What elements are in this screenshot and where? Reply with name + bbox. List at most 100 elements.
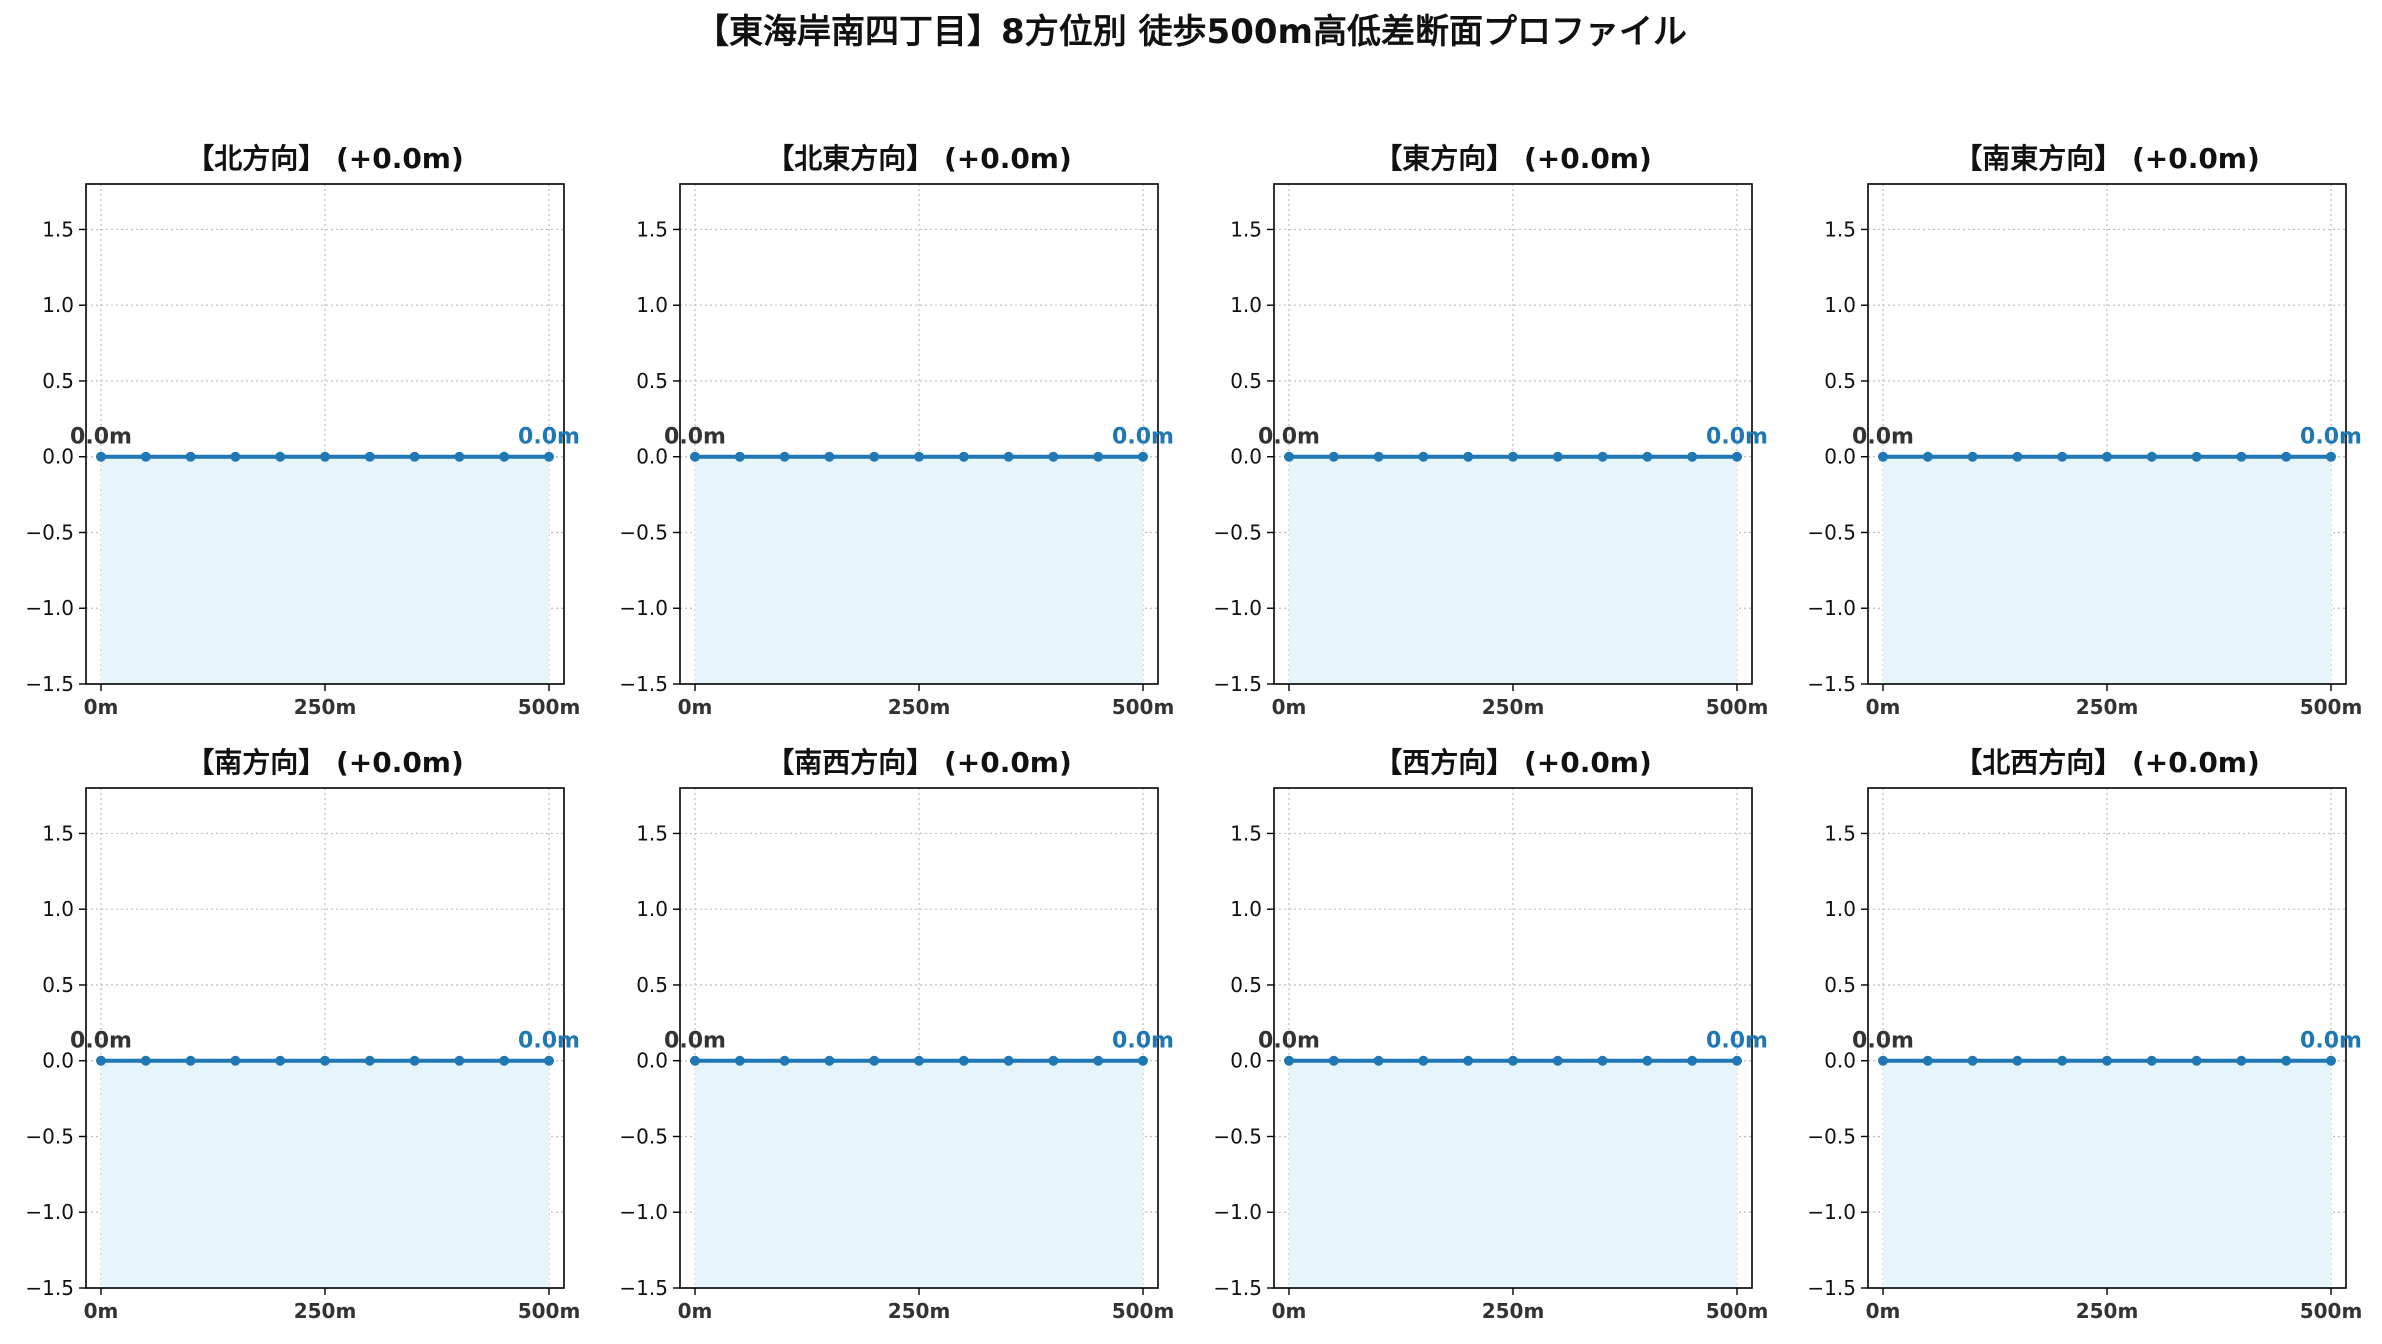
y-tick-label: −1.0 [619, 596, 668, 620]
profile-point [454, 451, 465, 462]
profile-point [2236, 451, 2247, 462]
x-tick-label: 0m [1866, 1299, 1901, 1323]
start-elevation-label: 0.0m [664, 1029, 726, 1054]
panel-title: 【南方向】 (+0.0m) [186, 746, 464, 779]
profile-point [2146, 1055, 2157, 1066]
panel-title: 【北方向】 (+0.0m) [186, 142, 464, 175]
y-tick-label: 1.5 [636, 217, 668, 241]
y-tick-label: −1.5 [1213, 1276, 1262, 1300]
y-tick-label: 1.5 [1230, 217, 1262, 241]
x-tick-label: 500m [1112, 695, 1175, 719]
profile-point [824, 1055, 835, 1066]
panel-title: 【西方向】 (+0.0m) [1374, 746, 1652, 779]
profile-point [1418, 1055, 1429, 1066]
x-tick-label: 250m [294, 1299, 357, 1323]
x-tick-label: 500m [2300, 1299, 2363, 1323]
profile-point [2146, 451, 2157, 462]
profile-point [1463, 1055, 1474, 1066]
profile-point [734, 451, 745, 462]
profile-point [1138, 451, 1148, 462]
profile-point [1284, 1055, 1294, 1066]
panel-title: 【南東方向】 (+0.0m) [1954, 142, 2260, 175]
profile-point [544, 451, 554, 462]
profile-point [1642, 451, 1653, 462]
y-tick-label: 1.5 [1824, 821, 1856, 845]
y-tick-label: −1.5 [1807, 672, 1856, 696]
profile-point [409, 1055, 420, 1066]
profile-point [1284, 451, 1294, 462]
profile-point [869, 451, 880, 462]
profile-point [1093, 1055, 1104, 1066]
y-tick-label: 1.0 [636, 897, 668, 921]
profile-point [2057, 451, 2068, 462]
profile-point [1597, 1055, 1608, 1066]
profile-point [544, 1055, 554, 1066]
profile-point [2012, 451, 2023, 462]
panel-0: 【北方向】 (+0.0m) −1.5 −1.0 −0.5 0.0 0.5 1.0 1.5 0m 2… [25, 142, 580, 719]
y-tick-label: 0.0 [636, 1049, 668, 1073]
profile-point [2281, 451, 2292, 462]
y-tick-label: 1.5 [636, 821, 668, 845]
start-elevation-label: 0.0m [1258, 425, 1320, 450]
y-tick-label: −1.5 [619, 1276, 668, 1300]
y-tick-label: 1.5 [42, 821, 74, 845]
panel-3: 【南東方向】 (+0.0m) −1.5 −1.0 −0.5 0.0 0.5 1.0 1.5 0m… [1807, 142, 2362, 719]
profile-point [1878, 1055, 1888, 1066]
profile-point [1003, 1055, 1014, 1066]
profile-area [1289, 456, 1737, 684]
profile-point [1597, 451, 1608, 462]
end-elevation-label: 0.0m [518, 1029, 580, 1054]
profile-area [1883, 1060, 2331, 1288]
x-tick-label: 500m [1112, 1299, 1175, 1323]
x-tick-label: 500m [518, 695, 581, 719]
profile-point [1687, 451, 1698, 462]
y-tick-label: −1.0 [25, 596, 74, 620]
x-tick-label: 500m [1706, 695, 1769, 719]
y-tick-label: 0.5 [42, 369, 74, 393]
y-tick-label: −0.5 [1213, 520, 1262, 544]
profile-point [1373, 451, 1384, 462]
profile-point [364, 1055, 375, 1066]
profile-point [1552, 1055, 1563, 1066]
profile-point [185, 451, 196, 462]
profile-point [2326, 1055, 2336, 1066]
profile-point [1922, 1055, 1933, 1066]
x-tick-label: 0m [678, 1299, 713, 1323]
profile-point [499, 1055, 510, 1066]
y-tick-label: −0.5 [619, 520, 668, 544]
profile-point [690, 1055, 700, 1066]
y-tick-label: −0.5 [1213, 1124, 1262, 1148]
x-tick-label: 250m [2076, 695, 2139, 719]
y-tick-label: 1.0 [1230, 897, 1262, 921]
profile-point [275, 1055, 286, 1066]
y-tick-label: −0.5 [619, 1124, 668, 1148]
panel-6: 【西方向】 (+0.0m) −1.5 −1.0 −0.5 0.0 0.5 1.0 1.5 0m 2… [1213, 746, 1768, 1323]
end-elevation-label: 0.0m [2300, 1029, 2362, 1054]
panel-title: 【北東方向】 (+0.0m) [766, 142, 1072, 175]
profile-point [1732, 451, 1742, 462]
y-tick-label: −1.5 [25, 1276, 74, 1300]
x-tick-label: 0m [84, 695, 119, 719]
start-elevation-label: 0.0m [664, 425, 726, 450]
y-tick-label: 0.0 [42, 445, 74, 469]
y-tick-label: −1.5 [1213, 672, 1262, 696]
profile-point [824, 451, 835, 462]
y-tick-label: −1.0 [1213, 596, 1262, 620]
x-tick-label: 250m [888, 695, 951, 719]
profile-area [101, 456, 549, 684]
profile-area [1883, 456, 2331, 684]
profile-point [779, 1055, 790, 1066]
x-tick-label: 250m [1482, 1299, 1545, 1323]
y-tick-label: −0.5 [25, 520, 74, 544]
profile-point [1967, 1055, 1978, 1066]
y-tick-label: 1.5 [42, 217, 74, 241]
profile-point [320, 1055, 330, 1066]
y-tick-label: 0.5 [1824, 369, 1856, 393]
end-elevation-label: 0.0m [1112, 425, 1174, 450]
profile-point [185, 1055, 196, 1066]
profile-point [1508, 451, 1518, 462]
y-tick-label: 0.0 [1230, 445, 1262, 469]
panel-2: 【東方向】 (+0.0m) −1.5 −1.0 −0.5 0.0 0.5 1.0 1.5 0m 2… [1213, 142, 1768, 719]
y-tick-label: −0.5 [25, 1124, 74, 1148]
y-tick-label: 1.0 [1230, 293, 1262, 317]
